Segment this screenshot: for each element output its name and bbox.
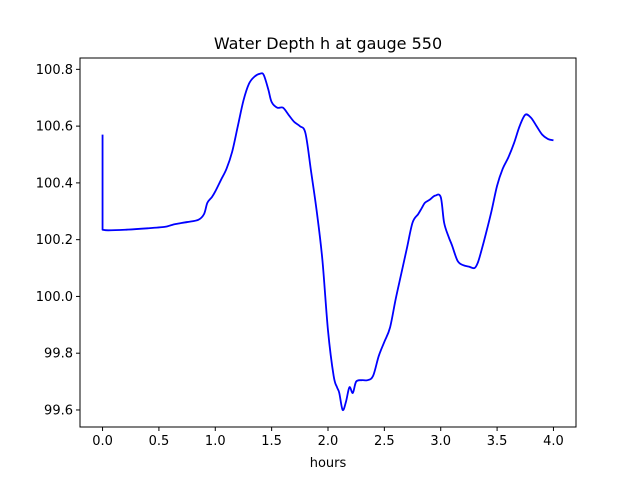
plot-area-frame — [79, 57, 577, 428]
x-tick-label: 2.0 — [318, 434, 339, 449]
y-tick-label: 99.6 — [44, 403, 73, 418]
y-tick-label: 100.4 — [36, 176, 73, 191]
x-tick-label: 0.0 — [92, 434, 113, 449]
x-tick-label: 3.0 — [430, 434, 451, 449]
water-depth-series-line — [101, 72, 554, 412]
chart-title: Water Depth h at gauge 550 — [214, 34, 442, 53]
y-tick-label: 99.8 — [44, 347, 73, 362]
x-tick-label: 1.0 — [205, 434, 226, 449]
x-tick-label: 1.5 — [261, 434, 282, 449]
y-tick-label: 100.0 — [36, 290, 73, 305]
y-tick-label: 100.8 — [36, 63, 73, 78]
plot-series-layer — [101, 72, 554, 412]
x-tick-label: 2.5 — [374, 434, 395, 449]
y-tick-label: 100.6 — [36, 120, 73, 135]
x-tick-label: 4.0 — [543, 434, 564, 449]
x-tick-label: 0.5 — [149, 434, 170, 449]
x-axis-label: hours — [310, 456, 347, 471]
x-tick-label: 3.5 — [487, 434, 508, 449]
axis-ticks-layer: 0.0 0.5 1.0 1.5 2.0 2.5 3.0 3.5 4.0 99.6 99.8 100.0… — [36, 63, 564, 449]
y-tick-label: 100.2 — [36, 233, 73, 248]
